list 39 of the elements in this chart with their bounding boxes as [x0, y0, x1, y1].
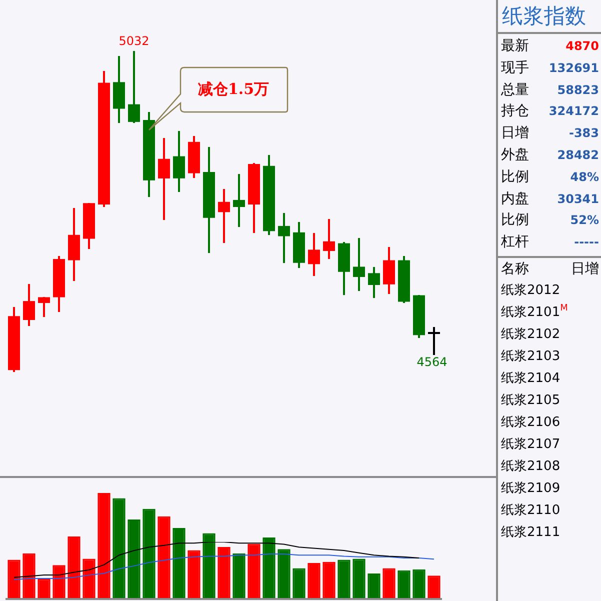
text: 纸浆2102 [500, 326, 562, 344]
text: 纸浆2012 [500, 282, 562, 300]
text: 28482 [557, 146, 599, 164]
text: 4870 [566, 38, 599, 55]
text: ----- [574, 234, 599, 252]
candlestick [428, 327, 440, 355]
text: 纸浆2101$^{M}$ [500, 302, 569, 322]
text: 纸浆2105 [500, 392, 562, 410]
text: 48% [570, 168, 599, 186]
text: 纸浆2107 [500, 436, 562, 454]
text: 纸浆2104 [500, 370, 562, 388]
text: 纸浆2103 [500, 348, 562, 366]
text: 58823 [557, 82, 599, 99]
text: 日增 [571, 260, 599, 279]
text: 纸浆2109 [500, 480, 562, 498]
text: 比例 [501, 168, 529, 187]
annotation: 4564 [416, 355, 448, 370]
text: 现手 [501, 58, 529, 78]
text: 外盘 [501, 146, 529, 165]
text: 30341 [557, 190, 599, 208]
text: 日增 [501, 124, 529, 144]
annotation: 5032 [118, 34, 150, 48]
text: -383 [568, 125, 599, 142]
text: 132691 [548, 60, 599, 77]
text: 比例 [501, 211, 529, 230]
text: 324172 [548, 103, 599, 120]
text: 纸浆2111 [500, 524, 562, 542]
text: 总量 [501, 80, 529, 100]
text: 纸浆2108 [500, 458, 562, 476]
text: 名称 [501, 260, 529, 279]
text: 最新 [501, 37, 529, 56]
text: 纸浆2110 [500, 502, 562, 520]
text: 纸浆指数 [498, 0, 601, 34]
text: 杠杆 [501, 233, 529, 252]
text: 内盘 [501, 190, 529, 209]
text: 52% [570, 212, 599, 230]
annotation: 减仓1.5万 [196, 79, 270, 100]
text: 纸浆2106 [500, 414, 562, 432]
text: 持仓 [501, 102, 529, 122]
